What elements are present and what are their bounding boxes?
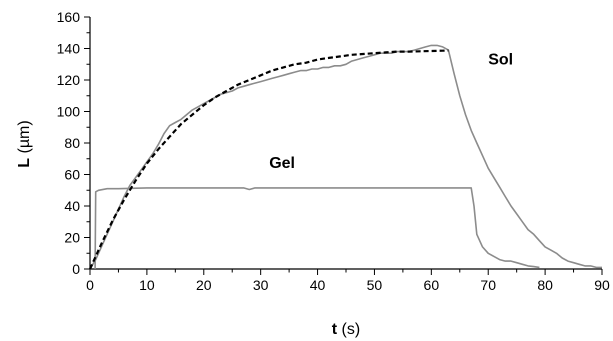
y-tick-label: 140 — [57, 41, 81, 57]
x-tick-label: 50 — [367, 277, 383, 293]
gel-curve-line — [94, 187, 540, 270]
y-axis-unit: (µm) — [16, 120, 33, 158]
annotation-layer: Sol Gel — [269, 51, 513, 172]
x-tick-label: 30 — [253, 277, 269, 293]
x-axis-unit: (s) — [337, 321, 360, 338]
x-tick-label: 70 — [480, 277, 496, 293]
annotation-gel: Gel — [269, 155, 295, 172]
annotation-sol: Sol — [488, 51, 513, 68]
y-tick-label: 160 — [57, 9, 81, 25]
y-tick-label: 120 — [57, 72, 81, 88]
sol-curve-line — [89, 44, 602, 270]
y-tick-label: 100 — [57, 104, 81, 120]
x-tick-label: 90 — [594, 277, 610, 293]
y-tick-label: 40 — [64, 198, 80, 214]
y-axis-label: L (µm) — [16, 120, 33, 167]
x-tick-label: 80 — [537, 277, 553, 293]
y-axis-symbol: L — [16, 158, 33, 168]
x-tick-label: 10 — [139, 277, 155, 293]
y-tick-label: 0 — [72, 261, 80, 277]
ticks: 0 10 20 30 40 50 60 70 80 90 0 20 40 60 80 100 120 140 160 — [57, 9, 610, 293]
y-tick-label: 80 — [64, 135, 80, 151]
y-tick-label: 20 — [64, 230, 80, 246]
series-layer — [88, 44, 602, 270]
fit-curve-line — [88, 49, 449, 270]
y-tick-label: 60 — [64, 167, 80, 183]
x-tick-label: 40 — [310, 277, 326, 293]
x-tick-label: 60 — [424, 277, 440, 293]
x-axis-label: t (s) — [332, 321, 360, 338]
x-axis-symbol: t — [332, 321, 338, 338]
x-tick-label: 20 — [196, 277, 212, 293]
x-tick-label: 0 — [86, 277, 94, 293]
